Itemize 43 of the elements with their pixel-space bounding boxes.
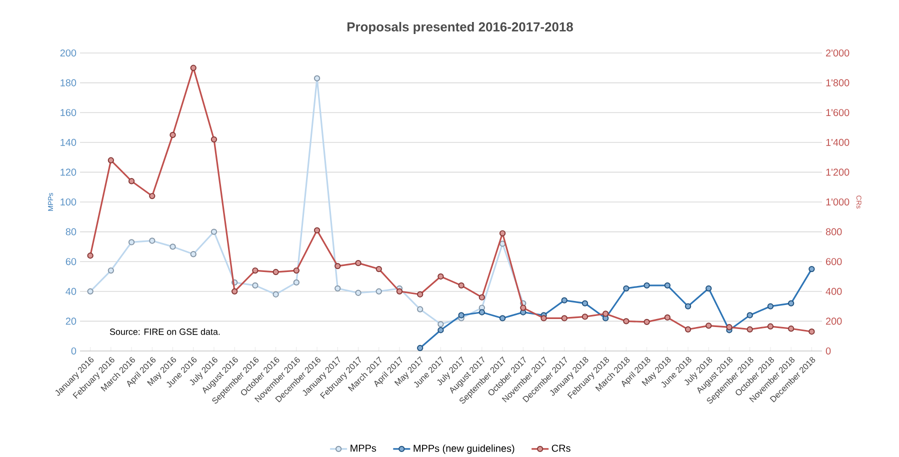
y2-tick-label: 400 <box>826 288 842 295</box>
y2-tick-label: 1'800 <box>826 79 850 86</box>
y2-tick-label: 1'600 <box>826 108 850 116</box>
y-tick-label: 200 <box>60 49 76 56</box>
y2-tick-label: 1'000 <box>826 198 850 206</box>
y-tick-label: 160 <box>60 108 76 116</box>
point <box>252 282 258 288</box>
annotation: Source: FIRE on GSE data. <box>110 328 220 335</box>
point <box>376 288 382 294</box>
point <box>355 290 362 296</box>
point <box>149 238 156 244</box>
legend-label: MPPs <box>350 444 376 452</box>
chart-title: Proposals presented 2016-2017-2018 <box>347 22 573 34</box>
y-tick-label: 100 <box>60 198 76 206</box>
point <box>170 243 176 250</box>
y2-tick-label: 2'000 <box>826 49 850 56</box>
y-tick-label: 0 <box>71 347 76 354</box>
point <box>314 75 320 82</box>
point <box>190 250 196 258</box>
point <box>272 291 279 298</box>
point <box>416 306 424 312</box>
point <box>293 279 300 286</box>
legend-label: CRs <box>552 444 570 452</box>
y2-tick-label: 600 <box>826 258 842 265</box>
legend-label: MPPs (new guidelines) <box>414 444 514 454</box>
y-tick-label: 180 <box>60 79 76 86</box>
y2-tick-label: 200 <box>826 318 842 325</box>
point <box>87 288 94 294</box>
y2-tick-label: 0 <box>826 347 831 354</box>
point <box>128 239 135 246</box>
y-tick-label: 120 <box>60 168 76 176</box>
y-tick-label: 140 <box>60 138 76 146</box>
y2-tick-label: 1'200 <box>826 168 850 176</box>
y2-tick-label: 800 <box>826 228 842 236</box>
y-tick-label: 20 <box>66 318 76 325</box>
point <box>438 320 444 328</box>
y-tick-label: 40 <box>66 288 76 295</box>
y2-tick-label: 1'400 <box>826 138 850 146</box>
y-tick-label: 60 <box>66 258 76 265</box>
point <box>210 228 218 235</box>
y-tick-label: 80 <box>66 228 76 236</box>
point <box>334 285 341 292</box>
point <box>108 267 114 274</box>
